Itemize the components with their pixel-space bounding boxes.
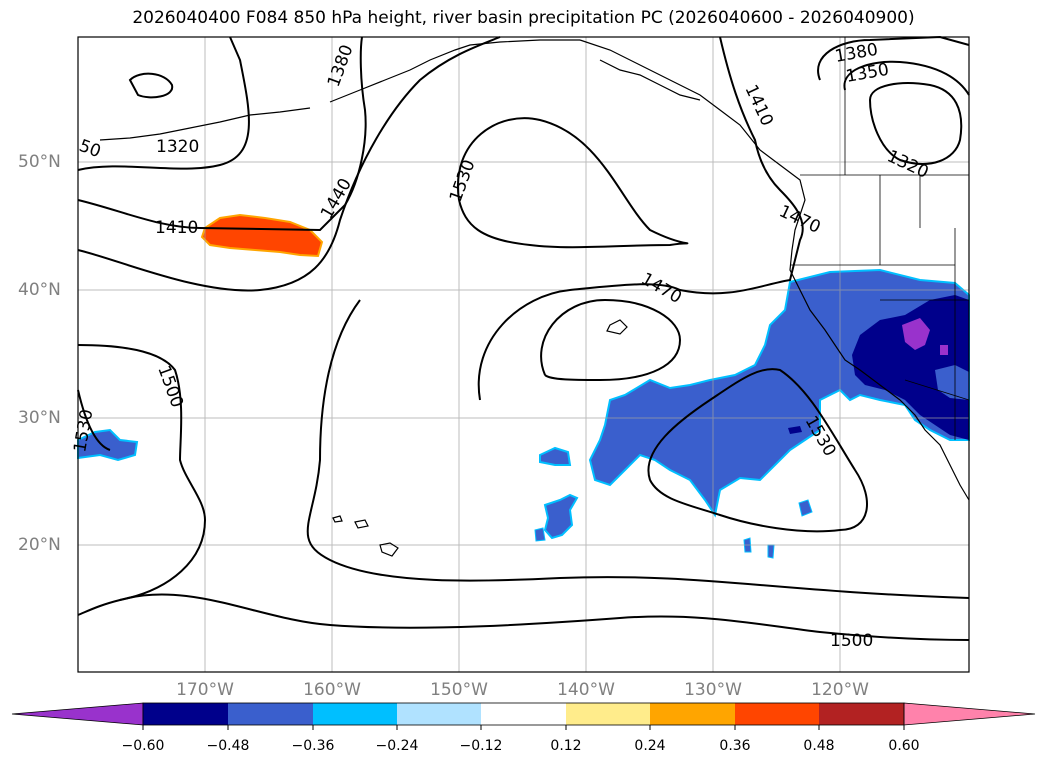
colorbar-tick-label: −0.60	[121, 738, 165, 754]
precip-region-purple-small	[940, 345, 948, 355]
map-plot-area: 1320 1380 1410 1440 1530 1470 1500 1530 …	[70, 35, 970, 673]
colorbar-bin	[650, 703, 735, 725]
colorbar-bin	[397, 703, 481, 725]
colorbar-bin	[228, 703, 313, 725]
precip-region-navy	[852, 295, 969, 440]
colorbar-tick-label: −0.48	[206, 738, 250, 754]
precip-region-blue-small2	[534, 527, 546, 542]
contour-low-center	[128, 72, 174, 99]
lat-label-20n: 20°N	[18, 535, 61, 555]
lon-label-160w: 160°W	[303, 680, 361, 700]
precip-region-blue-west	[77, 428, 139, 462]
map-gridlines	[78, 37, 969, 672]
contour-ne-1380	[817, 35, 970, 81]
colorbar	[11, 702, 1036, 730]
colorbar-bin	[819, 703, 904, 725]
contour-label: 1500	[830, 631, 873, 651]
colorbar-tick-label: 0.48	[803, 738, 835, 754]
colorbar-extend-left	[11, 702, 144, 726]
lat-label-40n: 40°N	[18, 280, 61, 300]
colorbar-tick-label: −0.12	[459, 738, 503, 754]
colorbar-tick-label: −0.36	[291, 738, 335, 754]
coastlines	[99, 39, 970, 557]
colorbar-bin	[735, 703, 819, 725]
contour-1500-center	[540, 298, 682, 382]
contour-ne-1350	[843, 60, 970, 96]
precip-region-blue-hawaii	[543, 493, 579, 540]
borders	[790, 37, 970, 440]
contour-1500-mid	[306, 299, 970, 599]
contour-1530-loop	[456, 117, 689, 249]
contour-label: 1320	[156, 137, 199, 157]
precip-region-blue-small5	[767, 544, 775, 559]
contour-1500-e	[119, 593, 970, 641]
precip-region-blue-inner	[935, 365, 969, 400]
map-title: 2026040400 F084 850 hPa height, river ba…	[132, 8, 915, 28]
precip-region-navy-small	[788, 426, 802, 434]
contour-1440	[77, 36, 501, 292]
colorbar-tick-label: 0.24	[634, 738, 666, 754]
contour-1320-west	[77, 36, 250, 171]
contour-1530-w	[77, 389, 111, 451]
lon-label-170w: 170°W	[176, 680, 234, 700]
colorbar-extend-right	[903, 702, 1036, 726]
contour-1470-loop	[477, 36, 804, 401]
colorbar-tick-label: 0.60	[888, 738, 920, 754]
lat-label-30n: 30°N	[18, 408, 61, 428]
colorbar-tick-label: −0.24	[375, 738, 419, 754]
lat-label-50n: 50°N	[18, 152, 61, 172]
lon-label-140w: 140°W	[557, 680, 615, 700]
precip-region-orangered	[200, 213, 324, 258]
colorbar-tick-label: 0.36	[719, 738, 751, 754]
lon-label-120w: 120°W	[811, 680, 869, 700]
contour-label: 1410	[155, 218, 198, 238]
colorbar-bin	[481, 703, 566, 725]
contour-ne-1320	[869, 82, 963, 165]
colorbar-bin	[566, 703, 650, 725]
contour-1530-east	[647, 368, 868, 533]
precip-region-blue-small3	[798, 499, 813, 517]
lon-label-130w: 130°W	[684, 680, 742, 700]
colorbar-tick-label: 0.12	[550, 738, 582, 754]
precip-pc-shading	[77, 213, 970, 559]
colorbar-bin	[143, 703, 228, 725]
precip-region-purple	[902, 318, 930, 350]
colorbar-bin	[313, 703, 397, 725]
precip-region-blue-small1	[539, 446, 572, 466]
lon-label-150w: 150°W	[430, 680, 488, 700]
height-contours	[77, 35, 970, 641]
